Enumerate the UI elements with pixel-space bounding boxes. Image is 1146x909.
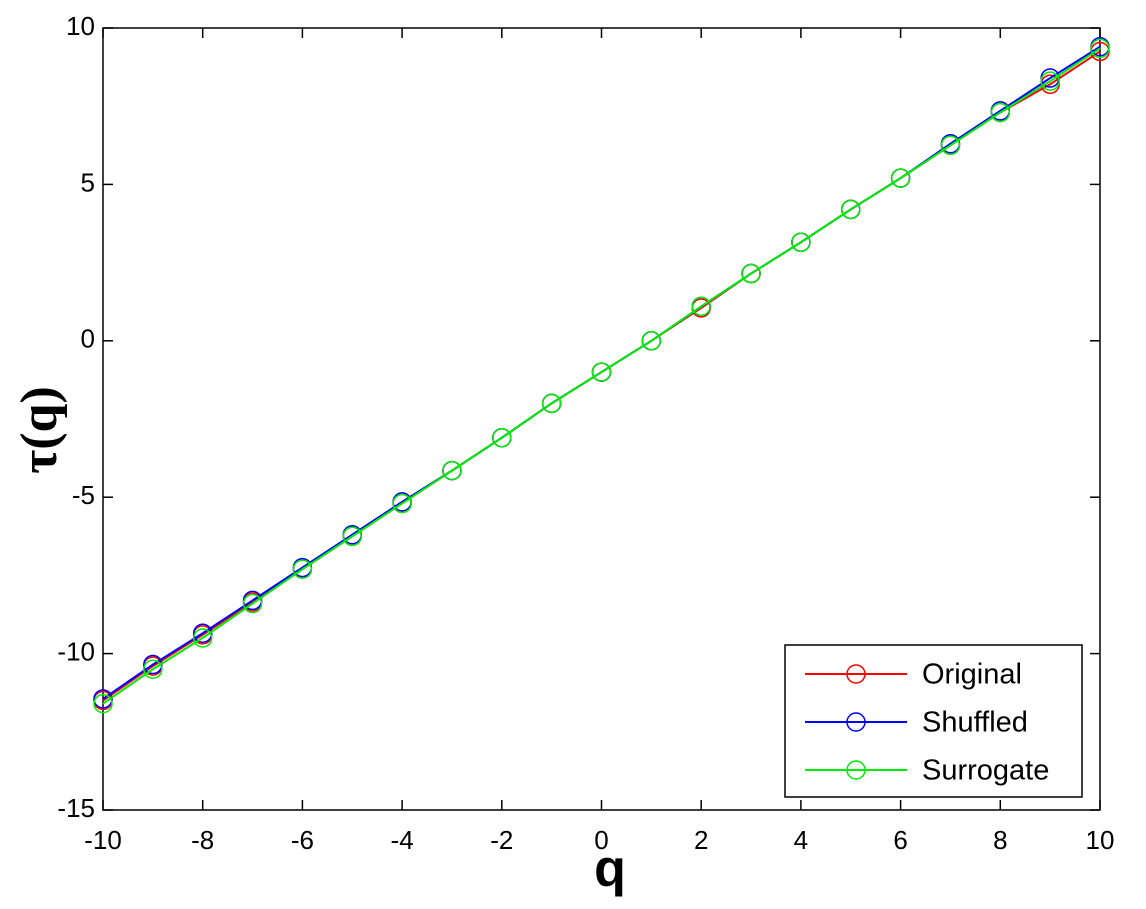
y-tick-label: -5 [72,480,95,510]
y-tick-label: -10 [57,636,95,666]
point-marker [1090,38,1110,59]
point-marker [492,428,512,448]
x-tick-label: -6 [291,825,314,855]
point-marker [591,362,612,382]
point-marker [741,263,761,284]
x-tick-label: 10 [1086,825,1115,855]
point-marker [442,460,462,481]
x-tick-label: -10 [84,825,122,855]
point-marker [691,296,711,317]
x-tick-label: -2 [490,825,513,855]
y-axis-label: τ(q) [11,386,68,474]
x-tick-label: -8 [191,825,214,855]
point-marker [342,526,362,547]
legend-label: Original [922,659,1022,691]
point-marker [143,659,163,679]
point-marker [641,331,662,351]
point-marker [940,135,961,156]
point-marker [791,232,811,253]
legend-label: Surrogate [922,755,1049,787]
x-tick-label: 8 [993,825,1007,855]
point-marker [93,689,113,709]
y-tick-label: 0 [81,324,95,354]
point-marker [192,623,213,644]
x-tick-label: 6 [893,825,907,855]
point-marker [841,199,861,220]
point-marker [890,168,911,188]
series-line [102,47,1101,705]
legend-marker [846,760,866,780]
x-tick-label: -4 [391,825,414,855]
x-tick-label: 2 [694,825,708,855]
point-marker [541,393,562,414]
point-marker [990,102,1011,123]
point-marker [392,493,412,514]
legend-marker [846,712,866,732]
y-tick-label: 10 [66,11,95,41]
y-tick-label: -15 [57,793,95,823]
point-marker [242,593,263,614]
y-tick-label: 5 [81,167,95,197]
x-axis-label: q [594,840,626,898]
point-marker [292,559,313,579]
x-tick-label: 0 [594,825,608,855]
point-marker [1040,71,1060,91]
point-marker [192,628,213,648]
x-tick-label: 4 [794,825,808,855]
point-marker [93,693,113,714]
legend-marker [846,664,866,684]
legend-label: Shuffled [922,707,1028,739]
